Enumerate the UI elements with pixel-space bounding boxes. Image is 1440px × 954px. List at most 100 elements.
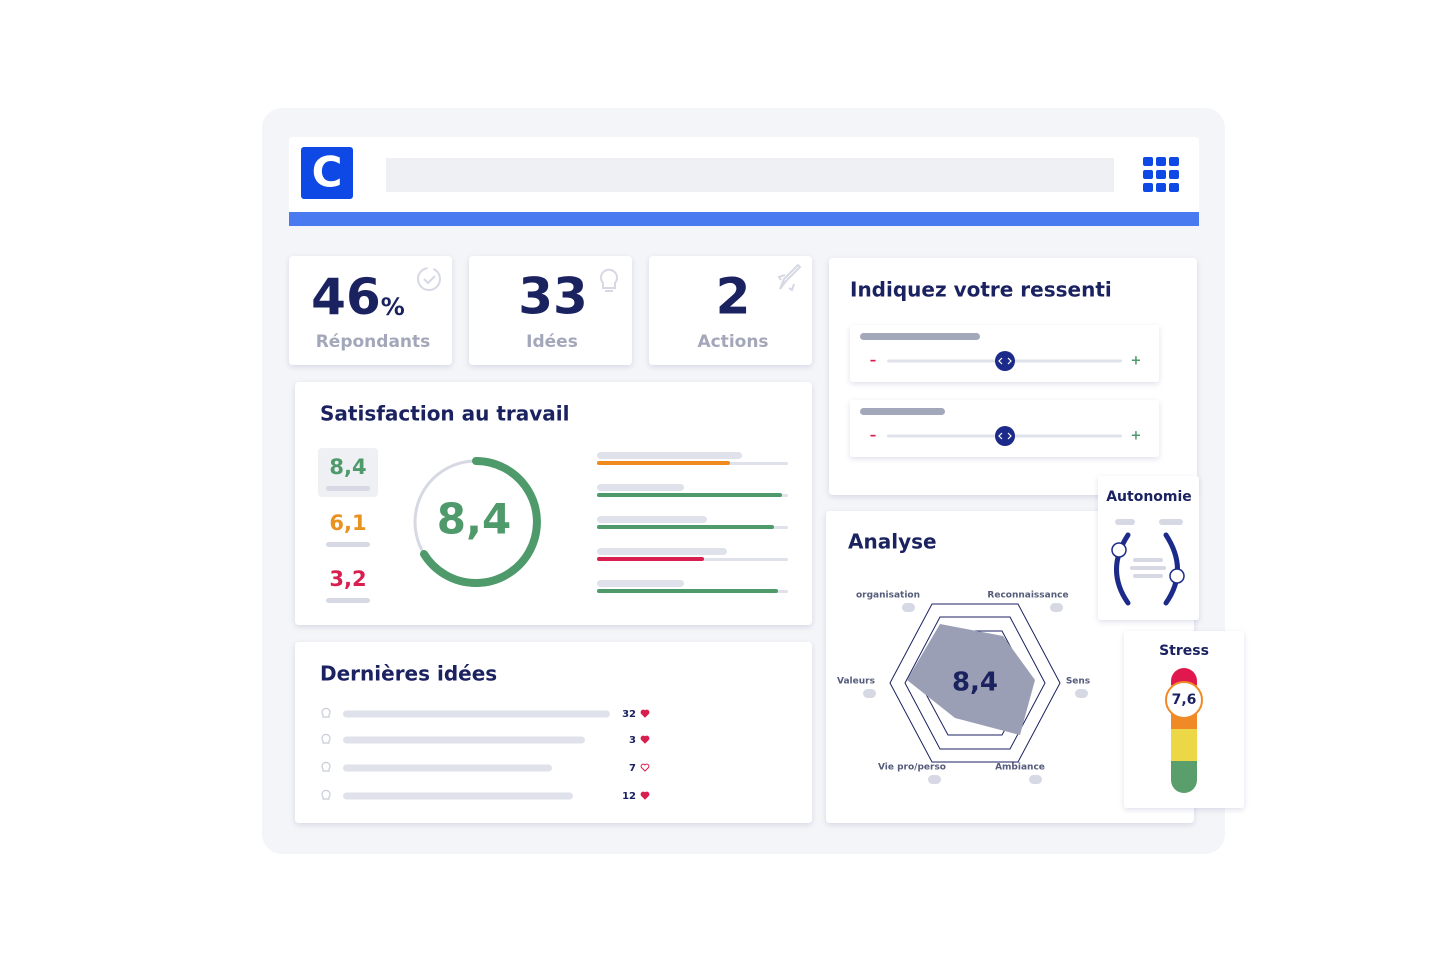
idea-bar (343, 736, 585, 744)
axis-pill (902, 603, 915, 612)
shape (597, 484, 684, 491)
ring-progress (420, 457, 541, 587)
shape (1156, 183, 1166, 192)
axis-label: Vie pro/perso (878, 763, 946, 773)
slider-label (860, 333, 980, 340)
radar-labels: organisation Reconnaissance Sens Ambiance Vi… (837, 591, 1090, 784)
axis-label: organisation (856, 591, 920, 601)
score-bar (326, 542, 370, 547)
ideas-card (295, 642, 812, 823)
axis-pill (1029, 775, 1042, 784)
shape (597, 557, 704, 561)
shape (1133, 558, 1163, 562)
idea-count: 7 (629, 763, 636, 774)
score-bar (326, 598, 370, 603)
axis-pill (928, 775, 941, 784)
axis-pill (1050, 603, 1063, 612)
stat-label: Répondants (316, 332, 431, 352)
knob-arrows (998, 432, 1012, 440)
rocket-icon (777, 263, 802, 292)
axis-label: Reconnaissance (987, 591, 1068, 601)
shape (1143, 170, 1153, 179)
bulb-icon (321, 707, 331, 718)
shape (1156, 170, 1166, 179)
score: 6,1 (329, 511, 366, 535)
slider-plus: + (1131, 354, 1142, 369)
shape (1169, 183, 1179, 192)
axis-pill (1075, 689, 1088, 698)
shape (597, 525, 774, 529)
idea-list: 32 3 7 12 (321, 707, 650, 802)
stress-score: 7,6 (1172, 692, 1197, 708)
shape (597, 548, 727, 555)
slider-minus: – (870, 354, 877, 369)
bulb-icon (321, 761, 331, 772)
axis-label: Ambiance (995, 763, 1045, 773)
like-icon[interactable] (640, 735, 650, 744)
stress-gauge (1165, 668, 1203, 793)
slider-knob[interactable] (995, 426, 1015, 446)
shape (1143, 183, 1153, 192)
radar-shape (907, 624, 1035, 735)
shape (1169, 170, 1179, 179)
shape (1171, 668, 1197, 685)
shape (889, 603, 1061, 763)
logo[interactable] (301, 147, 353, 199)
score-highlight (318, 448, 378, 497)
stat-value: 46% (311, 268, 405, 326)
like-icon[interactable] (640, 791, 650, 800)
stat-label: Idées (526, 332, 578, 352)
bulb-icon (321, 733, 331, 744)
score: 3,2 (329, 567, 366, 591)
slider-knob[interactable] (995, 351, 1015, 371)
stat-number: 46 (311, 268, 381, 326)
check-icon (417, 267, 441, 291)
stat-label: Actions (697, 332, 768, 352)
slider-plus: + (1131, 429, 1142, 444)
apps-icon[interactable] (1143, 157, 1179, 192)
shape (1130, 566, 1166, 570)
knob-arrows (998, 357, 1012, 365)
shape (1169, 568, 1185, 584)
shape (1156, 157, 1166, 166)
idea-count: 32 (622, 709, 636, 720)
stat-card (649, 256, 812, 365)
satisfaction-card (295, 382, 812, 625)
logo-letter: C (312, 148, 343, 197)
axis-label: Valeurs (837, 677, 875, 687)
shape (597, 516, 707, 523)
axis-pill (863, 689, 876, 698)
shape (597, 589, 778, 593)
shape (1115, 519, 1135, 525)
card-title: Autonomie (1106, 489, 1192, 505)
like-icon[interactable] (640, 709, 650, 718)
stat-card (289, 256, 452, 365)
bulb-icon (600, 268, 618, 292)
slider-label (860, 408, 945, 415)
check-icon (423, 275, 436, 285)
like-icon[interactable] (640, 763, 650, 772)
stat-value: 33 (518, 268, 588, 326)
bulb-icon (321, 789, 331, 800)
axis-label: Sens (1066, 677, 1090, 687)
search-bar[interactable] (386, 158, 1114, 192)
stat-card (469, 256, 632, 365)
autonomie-gauge (1111, 519, 1185, 606)
score: 8,4 (329, 455, 366, 479)
card-title: Analyse (848, 530, 937, 554)
stat-value: 2 (716, 268, 751, 326)
shape (1171, 761, 1197, 793)
header-bar (289, 212, 1199, 226)
slider-list: – + – + (850, 325, 1159, 457)
shape (1169, 157, 1179, 166)
shape (1114, 532, 1131, 606)
idea-bar (343, 710, 610, 718)
shape (597, 452, 742, 459)
score-bar (326, 486, 370, 491)
slider-minus: – (870, 429, 877, 444)
idea-bar (343, 792, 573, 800)
stat-unit: % (381, 293, 405, 321)
card-title: Indiquez votre ressenti (850, 278, 1112, 302)
idea-count: 3 (629, 735, 636, 746)
